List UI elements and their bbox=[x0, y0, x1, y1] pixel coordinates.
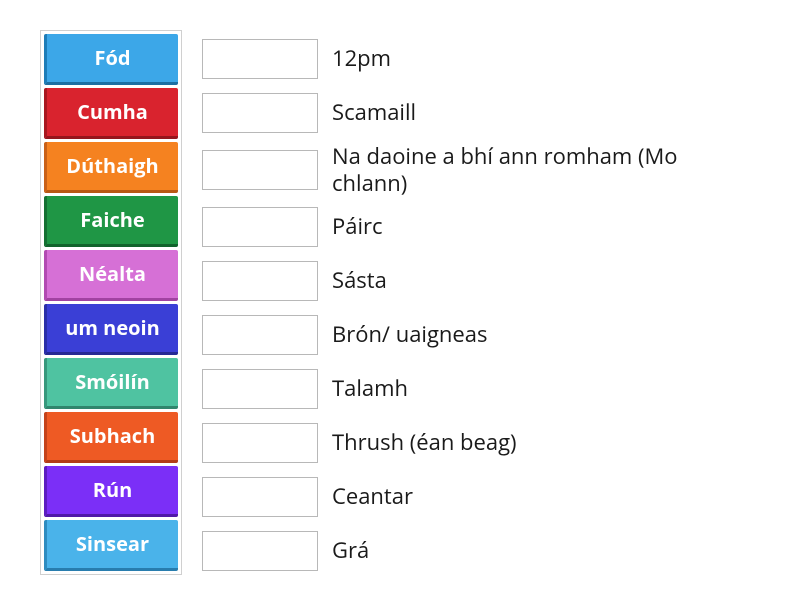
answer-row: Grá bbox=[202, 525, 692, 576]
draggable-tile[interactable]: Néalta bbox=[44, 250, 178, 301]
dropzone[interactable] bbox=[202, 261, 318, 301]
answer-row: Talamh bbox=[202, 363, 692, 414]
answer-row: Thrush (éan beag) bbox=[202, 417, 692, 468]
answer-row: Páirc bbox=[202, 201, 692, 252]
draggable-tile[interactable]: Subhach bbox=[44, 412, 178, 463]
answer-text: 12pm bbox=[332, 45, 391, 71]
dropzone[interactable] bbox=[202, 423, 318, 463]
dropzone[interactable] bbox=[202, 369, 318, 409]
dropzone[interactable] bbox=[202, 150, 318, 190]
dropzone[interactable] bbox=[202, 93, 318, 133]
dropzone[interactable] bbox=[202, 207, 318, 247]
draggable-tile[interactable]: Smóilín bbox=[44, 358, 178, 409]
draggable-tile[interactable]: Fód bbox=[44, 34, 178, 85]
draggable-tile[interactable]: Rún bbox=[44, 466, 178, 517]
answer-text: Thrush (éan beag) bbox=[332, 429, 517, 455]
answer-text: Sásta bbox=[332, 267, 387, 293]
dropzone[interactable] bbox=[202, 531, 318, 571]
answer-text: Páirc bbox=[332, 213, 383, 239]
answer-text: Brón/ uaigneas bbox=[332, 321, 487, 347]
answer-text: Ceantar bbox=[332, 483, 413, 509]
tile-column: FódCumhaDúthaighFaicheNéaltaum neoinSmói… bbox=[40, 30, 182, 575]
matching-activity: FódCumhaDúthaighFaicheNéaltaum neoinSmói… bbox=[40, 30, 760, 576]
draggable-tile[interactable]: Dúthaigh bbox=[44, 142, 178, 193]
answer-column: 12pm Scamaill Na daoine a bhí ann romham (… bbox=[202, 30, 692, 576]
dropzone[interactable] bbox=[202, 315, 318, 355]
draggable-tile[interactable]: Faiche bbox=[44, 196, 178, 247]
draggable-tile[interactable]: Sinsear bbox=[44, 520, 178, 571]
answer-text: Grá bbox=[332, 537, 369, 563]
answer-text: Talamh bbox=[332, 375, 408, 401]
answer-row: Sásta bbox=[202, 255, 692, 306]
dropzone[interactable] bbox=[202, 39, 318, 79]
answer-row: Brón/ uaigneas bbox=[202, 309, 692, 360]
draggable-tile[interactable]: Cumha bbox=[44, 88, 178, 139]
answer-text: Na daoine a bhí ann romham (Mo chlann) bbox=[332, 143, 692, 196]
draggable-tile[interactable]: um neoin bbox=[44, 304, 178, 355]
answer-row: Scamaill bbox=[202, 87, 692, 138]
answer-row: Na daoine a bhí ann romham (Mo chlann) bbox=[202, 141, 692, 198]
answer-row: 12pm bbox=[202, 33, 692, 84]
dropzone[interactable] bbox=[202, 477, 318, 517]
answer-text: Scamaill bbox=[332, 99, 416, 125]
answer-row: Ceantar bbox=[202, 471, 692, 522]
